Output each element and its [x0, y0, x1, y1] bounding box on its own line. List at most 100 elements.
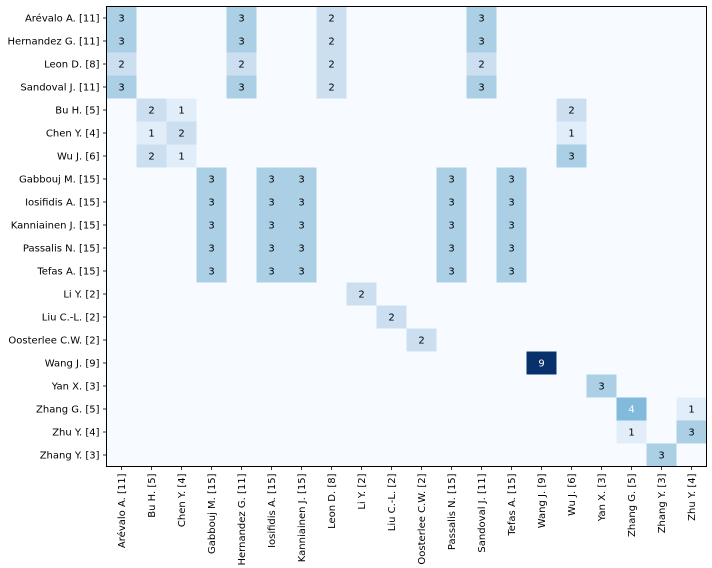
heatmap-cell: [256, 420, 287, 444]
heatmap-cell: [676, 75, 707, 99]
heatmap-cell: [646, 420, 677, 444]
x-tick-label: Passalis N. [15]: [447, 473, 458, 550]
heatmap-cell: [196, 29, 227, 53]
heatmap-cell: [496, 236, 527, 260]
heatmap-cell: [436, 167, 467, 191]
heatmap-cell: [376, 420, 407, 444]
heatmap-cell: [286, 282, 317, 306]
heatmap-cell: [526, 98, 557, 122]
x-axis: Arévalo A. [11] Bu H. [5] Chen Y. [4] Gabbo…: [116, 466, 698, 565]
heatmap-cell-value: 3: [448, 244, 454, 255]
heatmap-cell: [136, 443, 167, 467]
heatmap-cell: [676, 397, 707, 421]
heatmap-cell: [616, 397, 647, 421]
heatmap-cell: [466, 6, 497, 30]
heatmap-cell: [316, 282, 347, 306]
heatmap-cell: [646, 190, 677, 214]
heatmap-cell: [526, 52, 557, 76]
heatmap-cell: [556, 236, 587, 260]
heatmap-cells: [106, 6, 707, 467]
heatmap-cell: [286, 213, 317, 237]
y-tick-label: Zhu Y. [4]: [52, 428, 99, 439]
heatmap-cell: [526, 259, 557, 283]
heatmap-cell: [436, 121, 467, 145]
heatmap-cell: [256, 351, 287, 375]
heatmap-cell: [406, 52, 437, 76]
heatmap-cell: [286, 29, 317, 53]
heatmap-cell: [136, 259, 167, 283]
heatmap-cell-value: 3: [508, 244, 514, 255]
heatmap-cell: [646, 236, 677, 260]
heatmap-cell: [106, 213, 137, 237]
heatmap-cell: [646, 121, 677, 145]
heatmap-cell: [556, 328, 587, 352]
heatmap-cell: [256, 443, 287, 467]
heatmap-cell: [466, 328, 497, 352]
heatmap-cell: [376, 351, 407, 375]
heatmap-cell: [496, 52, 527, 76]
heatmap-cell: [406, 259, 437, 283]
heatmap-cell: [226, 29, 257, 53]
x-tick-label: Zhang G. [5]: [627, 473, 638, 537]
heatmap-cell-value: 3: [268, 267, 274, 278]
heatmap-cell-value: 3: [298, 221, 304, 232]
heatmap-cell: [676, 52, 707, 76]
heatmap-cell: [136, 144, 167, 168]
x-tick-label: Kanniainen J. [15]: [297, 473, 308, 562]
heatmap-cell: [586, 98, 617, 122]
heatmap-cell: [616, 6, 647, 30]
heatmap-cell: [196, 420, 227, 444]
heatmap-cell: [376, 328, 407, 352]
heatmap-cell-value: 1: [628, 428, 634, 439]
heatmap-cell-value: 3: [688, 428, 694, 439]
heatmap-cell: [196, 52, 227, 76]
heatmap-cell: [586, 259, 617, 283]
heatmap-cell: [316, 443, 347, 467]
heatmap-cell-value: 2: [478, 60, 484, 71]
heatmap-cell: [556, 213, 587, 237]
heatmap-cell: [196, 75, 227, 99]
heatmap-cell: [406, 167, 437, 191]
heatmap-cell: [166, 213, 197, 237]
heatmap-cell: [676, 259, 707, 283]
heatmap-cell: [316, 351, 347, 375]
y-tick-label: Zhang Y. [3]: [40, 451, 100, 462]
heatmap-cell: [676, 351, 707, 375]
heatmap-cell: [586, 167, 617, 191]
heatmap-cell: [436, 305, 467, 329]
heatmap-cell: [466, 121, 497, 145]
heatmap-cell: [586, 29, 617, 53]
heatmap-cell: [376, 236, 407, 260]
heatmap-cell: [316, 144, 347, 168]
heatmap-cell: [376, 305, 407, 329]
heatmap-cell: [526, 6, 557, 30]
heatmap-cell: [166, 305, 197, 329]
heatmap-cell: [646, 144, 677, 168]
heatmap-cell: [496, 213, 527, 237]
heatmap-cell: [676, 121, 707, 145]
heatmap-cell: [496, 443, 527, 467]
heatmap-cell: [406, 397, 437, 421]
heatmap-cell: [196, 282, 227, 306]
plot-frame: [106, 6, 707, 467]
heatmap-cell: [676, 420, 707, 444]
heatmap-cell: [436, 397, 467, 421]
heatmap-cell: [286, 305, 317, 329]
heatmap-cell: [256, 213, 287, 237]
heatmap-cell: [586, 443, 617, 467]
heatmap-cell: [346, 282, 377, 306]
heatmap-cell: [346, 305, 377, 329]
heatmap-cell: [406, 420, 437, 444]
heatmap-cell: [616, 167, 647, 191]
heatmap-cell-value: 2: [148, 106, 154, 117]
heatmap-cell: [436, 374, 467, 398]
heatmap-cell: [616, 259, 647, 283]
heatmap-cell: [526, 282, 557, 306]
heatmap-cell: [466, 443, 497, 467]
x-tick-label: Arévalo A. [11]: [116, 473, 128, 548]
heatmap-cell: [556, 6, 587, 30]
heatmap-cell: [616, 374, 647, 398]
heatmap-cell: [436, 75, 467, 99]
heatmap-cell: [196, 144, 227, 168]
heatmap-cell: [286, 397, 317, 421]
